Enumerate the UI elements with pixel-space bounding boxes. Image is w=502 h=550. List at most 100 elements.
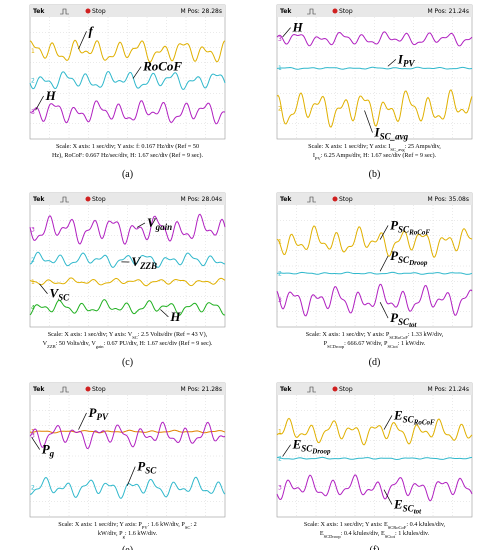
caption-sub: gain: [96, 344, 104, 349]
trace-label: H: [292, 20, 304, 35]
caption-sub: ZZB: [47, 344, 56, 349]
label-subsub: tot: [409, 321, 417, 329]
caption-sub: SC_avg: [390, 147, 405, 152]
trigger-icon: [307, 196, 316, 203]
scope-status: Stop: [339, 386, 353, 393]
channel-marker: 1: [278, 65, 282, 72]
trace-label: PSCDroop: [390, 248, 428, 267]
channel-marker: 3: [31, 432, 35, 439]
label-arrow: [31, 437, 40, 450]
caption-sub: SCRoCoF: [388, 525, 407, 530]
caption-text: : 1.33 kW/div,: [408, 331, 444, 338]
scope-header: [30, 383, 225, 395]
trace-label: ISC_avg: [374, 125, 409, 142]
channel-marker: 1: [278, 239, 282, 246]
scope-status: Stop: [92, 386, 106, 393]
stop-icon: [332, 8, 338, 14]
trace-label: H: [45, 88, 57, 103]
caption-text: V: [43, 340, 48, 347]
trace-label: VZZB: [131, 254, 157, 271]
trace-label: RoCoF: [142, 59, 182, 74]
caption-sub: SCDroop: [327, 344, 345, 349]
waveform: [29, 429, 226, 434]
waveform: [276, 417, 473, 446]
channel-marker: 1: [31, 48, 35, 55]
scope-panel: Tek Stop M Pos: 28.28s 1 f 2 RoCoF 3 H Scale: X a…: [29, 4, 226, 180]
label-sub: SC: [398, 224, 410, 234]
caption-text: Scale: X axis: 1 sec/div; Y axis: f: 0.1…: [56, 143, 199, 150]
trace-label: PSCRoCoF: [390, 217, 430, 236]
caption-text: : 0.4 kJules/div, E: [341, 530, 385, 537]
scope-status: Stop: [92, 196, 106, 203]
label-base: P: [137, 459, 146, 474]
caption-sub: SCRoCoF: [389, 335, 408, 340]
trace-label: PSCtot: [390, 310, 417, 329]
channel-marker: 2: [31, 257, 35, 264]
panel-label: (a): [122, 169, 133, 180]
label-sub: SC: [403, 414, 415, 424]
scope-position: M Pos: 21.24s: [427, 386, 469, 393]
caption-text: : 1 kW/div.: [398, 340, 426, 347]
caption-sub: SC: [185, 525, 191, 530]
label-sub: SC: [398, 317, 410, 327]
trace-label: VSC: [50, 286, 71, 303]
label-base: I: [374, 125, 381, 140]
trace-label: H: [169, 309, 181, 324]
label-base: E: [393, 496, 403, 511]
trace-label: ESCRoCoF: [393, 407, 435, 426]
caption-text: : 1 kJules/div.: [395, 530, 430, 537]
waveform: [276, 89, 473, 128]
caption-text: : 2: [190, 521, 196, 528]
caption-text: E: [320, 530, 324, 537]
trigger-icon: [307, 386, 316, 393]
label-base: f: [89, 23, 95, 38]
caption-line: VZZB: 50 Volts/div, Vgain: 0.67 PU/div, …: [43, 340, 213, 349]
scope-brand: Tek: [33, 386, 45, 393]
scope-header: [277, 5, 472, 17]
caption-line: Scale: X axis: 1 sec/div; Y axis: PSCRoC…: [306, 331, 444, 340]
label-base: E: [393, 407, 403, 422]
label-arrow: [78, 31, 87, 50]
label-base: I: [397, 51, 404, 66]
label-subsub: tot: [414, 507, 422, 515]
stop-icon: [85, 8, 91, 14]
label-arrow: [78, 412, 87, 430]
stop-icon: [332, 196, 338, 202]
scope-position: M Pos: 21.28s: [180, 386, 222, 393]
caption-line: IPV: 6.25 Amps/div, H: 1.67 sec/div (Ref…: [313, 152, 437, 161]
caption-sub: g: [123, 534, 126, 539]
scope-brand: Tek: [280, 8, 292, 15]
channel-marker: 3: [31, 109, 35, 116]
label-arrow: [132, 66, 142, 79]
stop-icon: [85, 196, 91, 202]
caption-text: P: [324, 340, 328, 347]
label-base: H: [292, 20, 304, 35]
label-arrow: [387, 59, 397, 67]
label-base: P: [390, 310, 399, 325]
caption-sub: SCDroop: [324, 534, 342, 539]
caption-sub: SCtot: [387, 344, 398, 349]
waveform: [276, 474, 473, 502]
label-sub: PV: [96, 412, 108, 422]
caption-line: Scale: X axis: 1 sec/div; Y axis: f: 0.1…: [56, 143, 199, 150]
channel-marker: 2: [278, 106, 282, 113]
caption-sub: SCtot: [385, 534, 396, 539]
label-base: V: [131, 254, 141, 269]
scope-panel: Tek Stop M Pos: 21.24s3H1IPV2ISC_avgScale:…: [276, 4, 473, 180]
channel-marker: 3: [278, 485, 282, 492]
trace-label: Vgain: [147, 215, 172, 232]
label-arrow: [383, 415, 393, 430]
label-base: V: [50, 286, 60, 301]
caption-line: PSCDroop: 666.67 W/div, PSCtot: 1 kW/div…: [324, 340, 426, 349]
trigger-icon: [60, 196, 69, 203]
label-base: H: [45, 88, 57, 103]
label-arrow: [282, 27, 291, 38]
caption-sub: PV: [315, 156, 322, 161]
stop-icon: [85, 386, 91, 392]
channel-marker: 1: [31, 279, 35, 286]
caption-line: Scale: X axis: 1 sec/div; Y axis: VSC: 2…: [48, 331, 208, 340]
scope-brand: Tek: [33, 8, 45, 15]
scope-status: Stop: [92, 8, 106, 15]
